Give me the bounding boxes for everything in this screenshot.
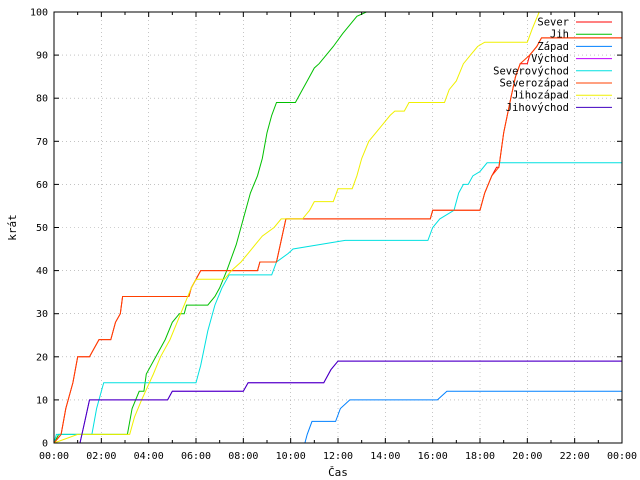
series-line-2 (53, 11, 374, 444)
x-tick-label: 02:00 (86, 451, 116, 462)
y-tick-label: 60 (36, 180, 48, 191)
y-tick-label: 30 (36, 309, 48, 320)
y-tick-label: 20 (36, 352, 48, 363)
series-line-7 (53, 11, 540, 444)
legend-label: Sever (537, 17, 569, 29)
x-tick-label: 08:00 (228, 451, 258, 462)
legend-label: Západ (537, 41, 569, 53)
legend-label: Jihovýchod (506, 102, 569, 114)
legend-label: Jih (550, 29, 569, 41)
x-tick-label: 16:00 (418, 451, 448, 462)
series-line-4 (54, 360, 622, 444)
x-tick-label: 18:00 (465, 451, 495, 462)
legend-label: Jihozápad (512, 90, 569, 102)
y-tick-label: 40 (36, 266, 48, 277)
y-tick-label: 80 (36, 94, 48, 105)
x-axis-label: Čas (328, 466, 348, 479)
series-line-6 (53, 37, 622, 444)
y-axis-label: krát (6, 214, 19, 241)
series-line-8 (54, 360, 622, 444)
x-tick-label: 14:00 (370, 451, 400, 462)
x-tick-label: 22:00 (560, 451, 590, 462)
y-tick-label: 10 (36, 395, 48, 406)
x-tick-label: 00:00 (39, 451, 69, 462)
series-line-3 (54, 390, 622, 444)
grid (54, 12, 622, 443)
legend-label: Východ (531, 53, 569, 65)
x-tick-label: 00:00 (607, 451, 637, 462)
legend-label: Severovýchod (493, 65, 569, 77)
y-tick-label: 50 (36, 223, 48, 234)
legend-label: Severozápad (499, 78, 569, 90)
x-tick-label: 06:00 (181, 451, 211, 462)
axis-ticks: 0 10 20 30 40 50 60 70 80 90 100 00:00 02:00 04:00 06:… (30, 8, 637, 463)
y-tick-label: 100 (30, 8, 48, 19)
series-lines (53, 11, 622, 444)
x-tick-label: 12:00 (323, 451, 353, 462)
legend: SeverJihZápadVýchodSeverovýchodSeverozáp… (493, 17, 612, 114)
y-tick-label: 0 (42, 439, 48, 450)
x-tick-label: 20:00 (512, 451, 542, 462)
x-tick-label: 04:00 (134, 451, 164, 462)
series-line-5 (53, 162, 622, 444)
y-tick-label: 70 (36, 137, 48, 148)
x-tick-label: 10:00 (276, 451, 306, 462)
y-tick-label: 90 (36, 51, 48, 62)
